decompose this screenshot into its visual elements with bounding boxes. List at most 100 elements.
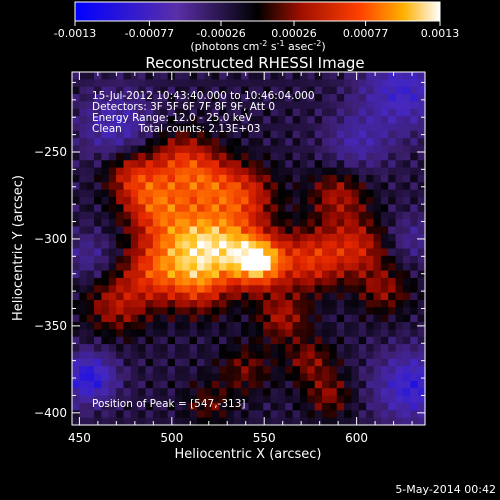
heatmap-cell bbox=[145, 380, 154, 389]
heatmap-cell bbox=[116, 211, 125, 220]
heatmap-cell bbox=[417, 263, 426, 272]
heatmap-cell bbox=[263, 101, 272, 110]
heatmap-cell bbox=[402, 263, 411, 272]
heatmap-cell bbox=[152, 160, 161, 169]
heatmap-cell bbox=[130, 101, 139, 110]
heatmap-cell bbox=[219, 189, 228, 198]
heatmap-cell bbox=[152, 86, 161, 95]
heatmap-cell bbox=[366, 211, 375, 220]
heatmap-cell bbox=[197, 307, 205, 316]
heatmap-cell bbox=[167, 174, 176, 183]
heatmap-cell bbox=[138, 145, 147, 154]
heatmap-cell bbox=[116, 138, 125, 147]
heatmap-cell bbox=[101, 211, 110, 220]
heatmap-cell bbox=[241, 270, 250, 279]
heatmap-cell bbox=[197, 108, 205, 117]
heatmap-cell bbox=[182, 329, 191, 338]
heatmap-cell bbox=[130, 145, 139, 154]
heatmap-cell bbox=[167, 285, 176, 294]
heatmap-cell bbox=[402, 277, 411, 286]
heatmap-cell bbox=[233, 307, 242, 316]
heatmap-cell bbox=[358, 197, 367, 205]
heatmap-cell bbox=[417, 138, 426, 147]
heatmap-cell bbox=[380, 72, 389, 80]
heatmap-cell bbox=[197, 79, 205, 88]
heatmap-cell bbox=[160, 314, 169, 323]
heatmap-cell bbox=[204, 167, 213, 176]
heatmap-cell bbox=[241, 204, 250, 213]
heatmap-cell bbox=[336, 373, 345, 382]
heatmap-cell bbox=[380, 277, 389, 286]
heatmap-cell bbox=[189, 402, 198, 411]
heatmap-cell bbox=[152, 241, 161, 250]
heatmap-cell bbox=[101, 72, 110, 80]
heatmap-cell bbox=[395, 241, 404, 250]
heatmap-cell bbox=[255, 351, 264, 360]
heatmap-cell bbox=[351, 351, 360, 360]
heatmap-cell bbox=[116, 285, 125, 294]
heatmap-cell bbox=[292, 204, 301, 213]
heatmap-cell bbox=[299, 277, 308, 286]
heatmap-cell bbox=[277, 307, 286, 316]
heatmap-cell bbox=[226, 160, 235, 169]
heatmap-cell bbox=[285, 138, 294, 147]
heatmap-cell bbox=[167, 226, 176, 235]
heatmap-cell bbox=[167, 263, 176, 272]
heatmap-cell bbox=[380, 344, 389, 353]
heatmap-cell bbox=[395, 197, 404, 205]
heatmap-cell bbox=[86, 255, 95, 264]
heatmap-cell bbox=[417, 197, 426, 205]
heatmap-cell bbox=[336, 152, 345, 161]
heatmap-cell bbox=[255, 366, 264, 375]
heatmap-cell bbox=[94, 299, 103, 308]
heatmap-cell bbox=[219, 322, 228, 330]
heatmap-cell bbox=[197, 344, 205, 353]
heatmap-cell bbox=[130, 219, 139, 228]
heatmap-cell bbox=[307, 101, 316, 110]
heatmap-cell bbox=[130, 138, 139, 147]
heatmap-cell bbox=[182, 219, 191, 228]
heatmap-cell bbox=[130, 167, 139, 176]
heatmap-cell bbox=[101, 86, 110, 95]
heatmap-cell bbox=[226, 299, 235, 308]
heatmap-cell bbox=[72, 226, 80, 235]
heatmap-cell bbox=[130, 108, 139, 117]
heatmap-cell bbox=[299, 79, 308, 88]
heatmap-cell bbox=[277, 380, 286, 389]
heatmap-cell bbox=[388, 152, 397, 161]
heatmap-cell bbox=[395, 351, 404, 360]
heatmap-cell bbox=[219, 417, 228, 426]
heatmap-cell bbox=[86, 197, 95, 205]
heatmap-cell bbox=[152, 145, 161, 154]
heatmap-cell bbox=[108, 314, 117, 323]
heatmap-cell bbox=[79, 189, 88, 198]
heatmap-cell bbox=[233, 388, 242, 397]
heatmap-cell bbox=[410, 402, 419, 411]
heatmap-cell bbox=[72, 299, 80, 308]
heatmap-cell bbox=[101, 292, 110, 301]
heatmap-cell bbox=[314, 219, 323, 228]
heatmap-cell bbox=[241, 189, 250, 198]
heatmap-cell bbox=[255, 285, 264, 294]
heatmap-cell bbox=[108, 358, 117, 367]
heatmap-cell bbox=[72, 108, 80, 117]
heatmap-cell bbox=[152, 292, 161, 301]
heatmap-cell bbox=[307, 285, 316, 294]
heatmap-cell bbox=[189, 174, 198, 183]
heatmap-cell bbox=[263, 130, 272, 139]
heatmap-cell bbox=[380, 204, 389, 213]
heatmap-cell bbox=[402, 292, 411, 301]
heatmap-cell bbox=[358, 182, 367, 191]
heatmap-cell bbox=[395, 358, 404, 367]
heatmap-cell bbox=[248, 395, 257, 404]
heatmap-cell bbox=[167, 241, 176, 250]
heatmap-cell bbox=[233, 138, 242, 147]
heatmap-cell bbox=[86, 79, 95, 88]
heatmap-cell bbox=[241, 395, 250, 404]
heatmap-cell bbox=[123, 366, 132, 375]
heatmap-cell bbox=[277, 167, 286, 176]
heatmap-cell bbox=[241, 174, 250, 183]
heatmap-cell bbox=[211, 204, 220, 213]
heatmap-cell bbox=[182, 277, 191, 286]
heatmap-cell bbox=[152, 211, 161, 220]
